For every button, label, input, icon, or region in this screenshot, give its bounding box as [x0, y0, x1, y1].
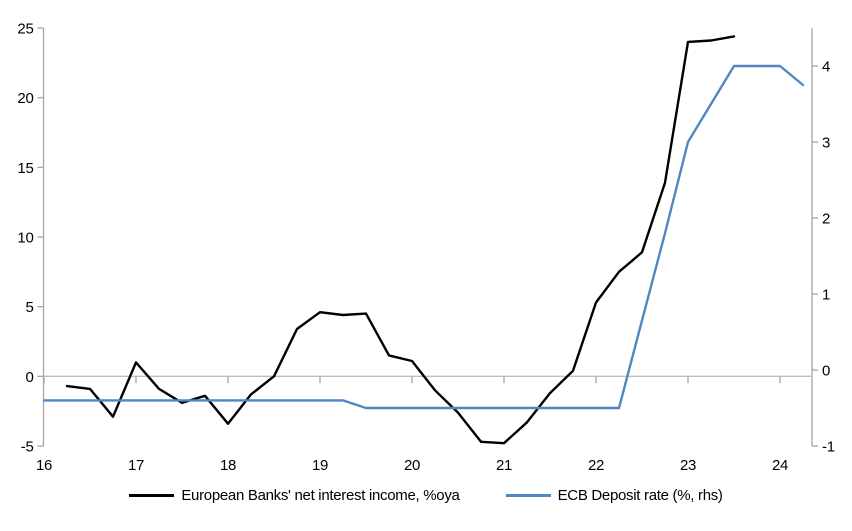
nii-legend-label: European Banks' net interest income, %oy… — [181, 487, 460, 504]
left-axis-tick-label: 15 — [17, 160, 33, 177]
ecb-legend-label: ECB Deposit rate (%, rhs) — [557, 487, 723, 504]
legend-item-ecb: ECB Deposit rate (%, rhs) — [505, 487, 723, 504]
right-axis-tick-label: -1 — [822, 439, 835, 456]
x-axis-label: 16 — [36, 457, 52, 474]
right-axis-tick-label: 2 — [822, 211, 830, 228]
left-axis-tick-label: -5 — [21, 439, 34, 456]
nii-series-line — [65, 35, 736, 445]
ecb-series-line — [42, 64, 805, 410]
legend-item-nii: European Banks' net interest income, %oy… — [129, 487, 460, 504]
left-axis-tick-label: 0 — [25, 369, 33, 386]
x-axis-label: 20 — [404, 457, 420, 474]
left-axis-tick-label: 25 — [17, 21, 33, 38]
left-axis-tick-label: 5 — [25, 299, 33, 316]
right-axis-tick-label: 1 — [822, 287, 830, 304]
x-axis-label: 21 — [496, 457, 512, 474]
right-axis-tick-label: 3 — [822, 135, 830, 152]
left-axis-tick-label: 20 — [17, 90, 33, 107]
x-axis-label: 22 — [588, 457, 604, 474]
left-axis-tick-label: 10 — [17, 230, 33, 247]
nii-line-swatch — [129, 494, 175, 497]
right-axis-tick-label: 4 — [822, 59, 830, 76]
x-axis-label: 23 — [680, 457, 696, 474]
chart-legend: European Banks' net interest income, %oy… — [0, 487, 852, 504]
x-axis-label: 17 — [128, 457, 144, 474]
right-axis-tick-label: 0 — [822, 363, 830, 380]
x-axis-label: 19 — [312, 457, 328, 474]
x-axis-label: 18 — [220, 457, 236, 474]
x-axis-label: 24 — [772, 457, 788, 474]
ecb-line-swatch — [505, 494, 551, 497]
